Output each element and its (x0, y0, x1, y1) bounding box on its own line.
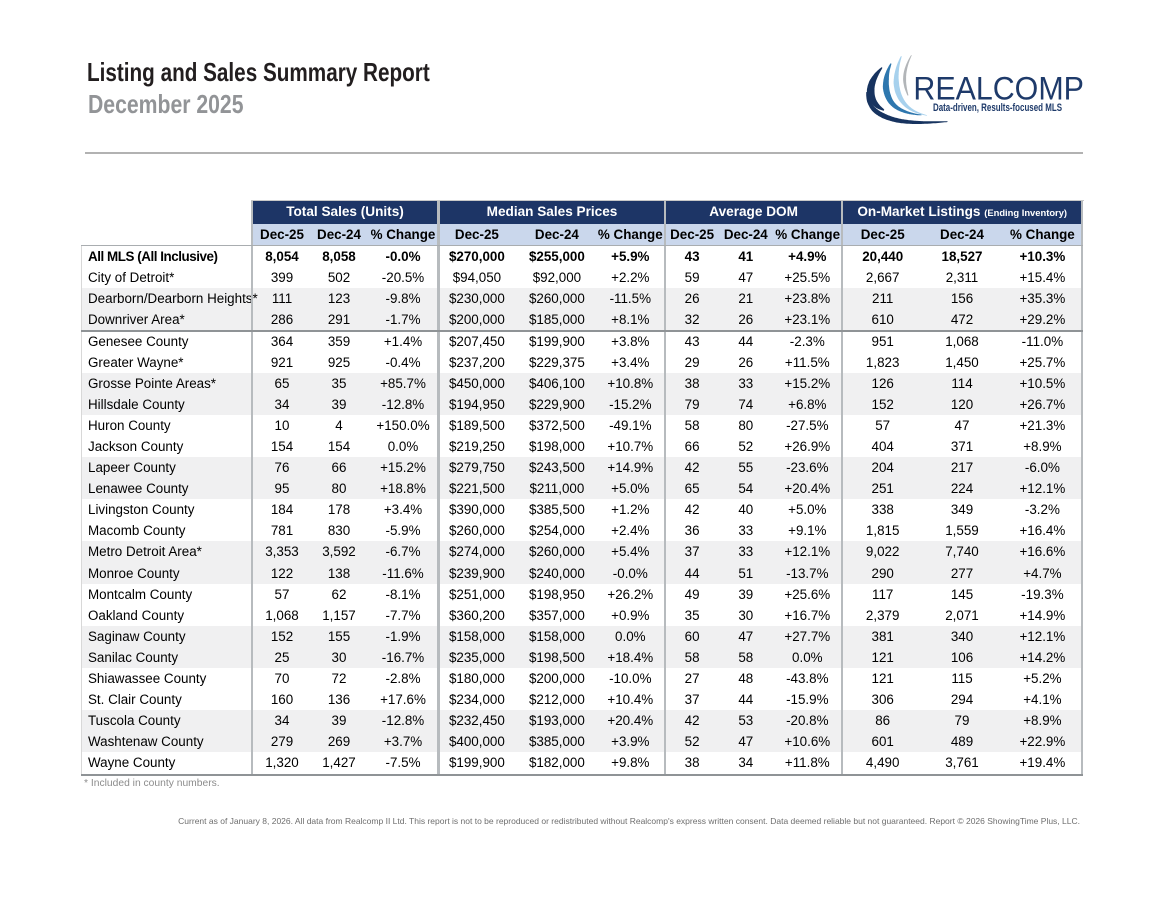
svg-text:REALCOMP: REALCOMP (913, 71, 1084, 107)
svg-text:Data-driven, Results-focused M: Data-driven, Results-focused MLS (933, 102, 1062, 114)
